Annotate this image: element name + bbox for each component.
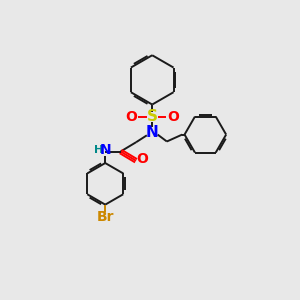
- Text: O: O: [136, 152, 148, 166]
- Text: Br: Br: [97, 210, 114, 224]
- Text: O: O: [167, 110, 179, 124]
- Text: S: S: [147, 109, 158, 124]
- Text: N: N: [146, 125, 159, 140]
- Text: H: H: [94, 145, 103, 155]
- Text: N: N: [100, 143, 112, 157]
- Text: O: O: [125, 110, 137, 124]
